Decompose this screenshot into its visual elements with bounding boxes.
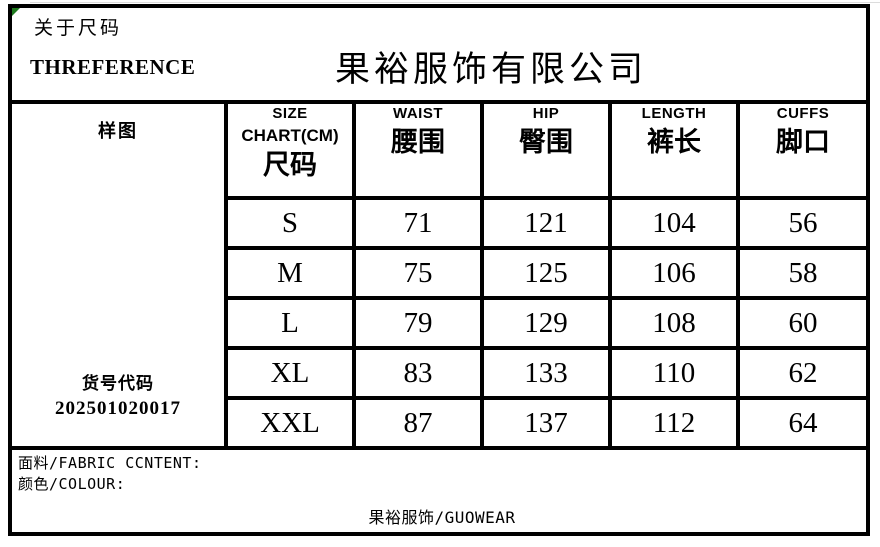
left-panel-content: 样图 货号代码 202501020017: [12, 104, 224, 444]
about-size-note: 关于尺码: [34, 18, 123, 39]
cell-waist: 83: [352, 346, 484, 400]
table-row: M 75 125 106 58: [12, 246, 866, 300]
cell-waist: 75: [352, 246, 484, 300]
cell-hip: 129: [480, 296, 612, 350]
table-row: S 71 121 104 56: [12, 196, 866, 250]
col-header-length-en: LENGTH: [641, 105, 707, 122]
col-header-waist-en: WAIST: [393, 105, 443, 122]
cell-cuffs: 56: [736, 196, 866, 250]
cell-length: 104: [608, 196, 740, 250]
col-header-length: LENGTH 裤长: [608, 104, 740, 200]
header-row: 样图 货号代码 202501020017 SIZE CHART(CM) 尺码 W…: [12, 104, 866, 446]
cell-cuffs: 64: [736, 396, 866, 446]
item-code-value: 202501020017: [55, 398, 181, 419]
cell-length: 108: [608, 296, 740, 350]
cell-length: 110: [608, 346, 740, 400]
brand-name: THREFERENCE: [30, 55, 196, 79]
col-header-cuffs: CUFFS 脚口: [736, 104, 866, 200]
col-header-waist-zh: 腰围: [391, 127, 445, 157]
company-title: 果裕服饰有限公司: [334, 50, 647, 89]
cell-cuffs: 62: [736, 346, 866, 400]
item-code-label: 货号代码: [82, 374, 154, 393]
screenshot-artifact-line: [30, 2, 880, 3]
col-header-size-zh: 尺码: [263, 150, 317, 180]
cell-cuffs: 58: [736, 246, 866, 300]
cell-length: 112: [608, 396, 740, 446]
col-header-size: SIZE CHART(CM) 尺码: [224, 104, 356, 200]
cell-size: S: [224, 196, 356, 250]
fabric-content-label: 面料/FABRIC CCNTENT:: [18, 454, 202, 472]
col-header-size-en: SIZE: [272, 105, 308, 122]
cell-waist: 71: [352, 196, 484, 250]
col-header-waist: WAIST 腰围: [352, 104, 484, 200]
footer-brand-line: 果裕服饰/GUOWEAR: [368, 508, 516, 527]
cell-hip: 137: [480, 396, 612, 446]
cell-length: 106: [608, 246, 740, 300]
sheet-frame: 关于尺码 THREFERENCE 果裕服饰有限公司 样图 货号代码 202501…: [8, 4, 870, 536]
col-header-size-en2: CHART(CM): [241, 126, 339, 145]
cell-hip: 125: [480, 246, 612, 300]
header-band: 关于尺码 THREFERENCE 果裕服饰有限公司: [12, 8, 866, 104]
cell-size: XL: [224, 346, 356, 400]
footer-band: 面料/FABRIC CCNTENT: 颜色/COLOUR: 果裕服饰/GUOWE…: [12, 446, 866, 532]
col-header-cuffs-zh: 脚口: [776, 127, 830, 157]
size-chart-table: 样图 货号代码 202501020017 SIZE CHART(CM) 尺码 W…: [12, 104, 866, 446]
cell-cuffs: 60: [736, 296, 866, 350]
table-row: XL 83 133 110 62: [12, 346, 866, 400]
col-header-hip-zh: 臀围: [519, 127, 573, 157]
colour-label: 颜色/COLOUR:: [18, 475, 126, 493]
col-header-hip: HIP 臀围: [480, 104, 612, 200]
cell-size: M: [224, 246, 356, 300]
cell-hip: 121: [480, 196, 612, 250]
table-row: L 79 129 108 60: [12, 296, 866, 350]
cell-waist: 79: [352, 296, 484, 350]
col-header-cuffs-en: CUFFS: [776, 105, 830, 122]
col-header-length-zh: 裤长: [647, 127, 701, 157]
col-header-hip-en: HIP: [532, 105, 560, 122]
table-row: XXL 87 137 112 64: [12, 396, 866, 446]
left-panel: 样图 货号代码 202501020017: [12, 104, 228, 446]
cell-waist: 87: [352, 396, 484, 446]
cell-size: XXL: [224, 396, 356, 446]
cell-corner-marker-icon: [12, 8, 20, 16]
cell-size: L: [224, 296, 356, 350]
cell-hip: 133: [480, 346, 612, 400]
sample-image-label: 样图: [98, 121, 138, 141]
